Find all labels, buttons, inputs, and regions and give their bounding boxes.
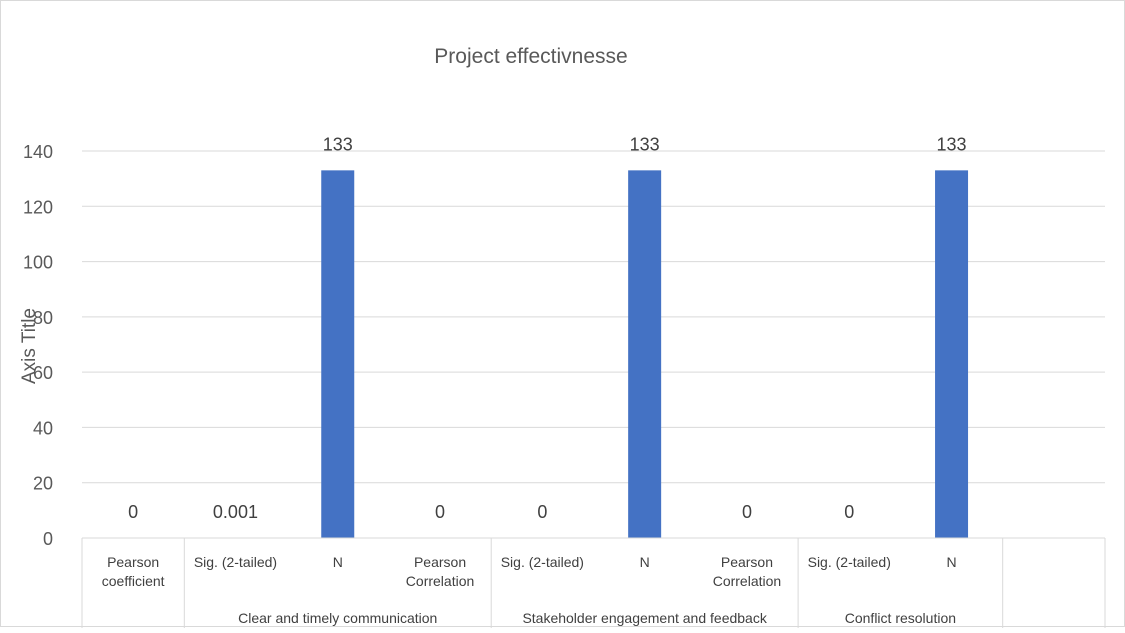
data-labels: 0 0.001 133 0 0 133 0 0 133 bbox=[128, 134, 966, 522]
group-label: Clear and timely communication bbox=[238, 610, 437, 626]
y-tick-label: 120 bbox=[23, 197, 53, 217]
category-label: N bbox=[333, 554, 343, 570]
data-label: 0 bbox=[435, 502, 445, 522]
data-label: 0 bbox=[844, 502, 854, 522]
data-label: 133 bbox=[937, 134, 967, 154]
y-tick-label: 20 bbox=[33, 474, 53, 494]
data-label: 133 bbox=[630, 134, 660, 154]
data-label: 133 bbox=[323, 134, 353, 154]
category-label: Sig. (2-tailed) bbox=[194, 554, 277, 570]
chart-title: Project effectivnesse bbox=[434, 45, 627, 68]
y-tick-label: 100 bbox=[23, 253, 53, 273]
category-label: Sig. (2-tailed) bbox=[501, 554, 584, 570]
group-label: Conflict resolution bbox=[845, 610, 956, 626]
category-label: N bbox=[946, 554, 956, 570]
data-label: 0 bbox=[128, 502, 138, 522]
y-tick-label: 80 bbox=[33, 308, 53, 328]
bar bbox=[935, 170, 968, 538]
bar bbox=[321, 170, 354, 538]
bar bbox=[628, 170, 661, 538]
y-tick-label: 60 bbox=[33, 363, 53, 383]
y-tick-label: 0 bbox=[43, 529, 53, 549]
category-label: Sig. (2-tailed) bbox=[808, 554, 891, 570]
data-label: 0 bbox=[742, 502, 752, 522]
data-label: 0.001 bbox=[213, 502, 258, 522]
category-label: N bbox=[640, 554, 650, 570]
data-label: 0 bbox=[537, 502, 547, 522]
group-label: Stakeholder engagement and feedback bbox=[522, 610, 767, 626]
y-tick-label: 140 bbox=[23, 142, 53, 162]
y-tick-label: 40 bbox=[33, 418, 53, 438]
